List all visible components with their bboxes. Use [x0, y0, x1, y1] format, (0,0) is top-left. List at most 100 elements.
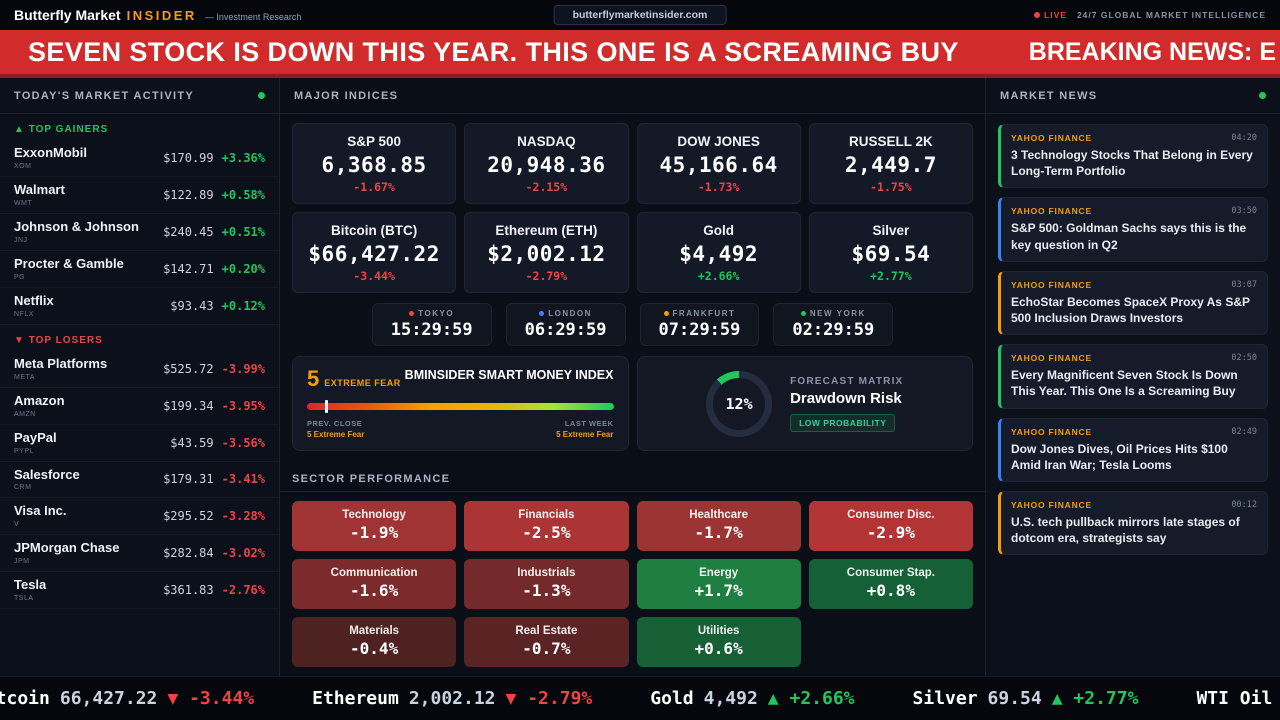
index-change: -2.15%: [525, 180, 568, 194]
index-change: +2.66%: [697, 269, 740, 283]
stock-name: ExxonMobil: [14, 145, 87, 160]
clock-time: 07:29:59: [658, 320, 741, 340]
sector-name: Real Estate: [515, 625, 578, 637]
clock-city: NEW YORK: [809, 309, 866, 318]
ticker-asset-value: 4,492: [703, 688, 758, 709]
ticker-track: Bitcoin 66,427.22 ▼ -3.44% Ethereum 2,00…: [0, 688, 1280, 709]
stock-row[interactable]: JPMorgan Chase JPM $282.84 -3.02%: [0, 535, 279, 573]
sector-tile: Energy +1.7%: [636, 559, 801, 609]
smart-money-index-title: BMINSIDER SMART MONEY INDEX: [404, 368, 614, 382]
drawdown-risk-donut: 12%: [706, 370, 773, 437]
ticker-asset-name: Bitcoin: [0, 688, 50, 709]
news-time: 02:50: [1231, 353, 1257, 364]
clock-city: FRANKFURT: [672, 309, 736, 318]
city-dot-icon: [539, 311, 545, 316]
sector-tile: Real Estate -0.7%: [464, 617, 629, 667]
arrow-icon: ▼: [167, 688, 179, 709]
stock-row[interactable]: Procter & Gamble PG $142.71 +0.20%: [0, 251, 279, 288]
sector-change: +1.7%: [694, 581, 743, 600]
index-value: 45,166.64: [659, 153, 778, 177]
ticker-asset-value: 2,002.12: [408, 688, 496, 709]
ticker-asset-name: Ethereum: [312, 688, 399, 709]
stock-price: $199.34: [163, 398, 214, 413]
sector-name: Financials: [518, 509, 575, 521]
price-ticker-bar: Bitcoin 66,427.22 ▼ -3.44% Ethereum 2,00…: [0, 676, 1280, 720]
top-bar: Butterfly Market INSIDER — Investment Re…: [0, 0, 1280, 30]
forecast-matrix-panel: 12% FORECAST MATRIX Drawdown Risk LOW PR…: [636, 356, 973, 451]
world-clock: FRANKFURT 07:29:59: [639, 303, 760, 346]
news-source: YAHOO FINANCE: [1011, 353, 1092, 364]
index-card: Bitcoin (BTC) $66,427.22 -3.44%: [292, 212, 457, 293]
probability-badge: LOW PROBABILITY: [790, 413, 896, 432]
ticker-asset-change: ▲ +2.66%: [768, 688, 855, 709]
news-source: YAHOO FINANCE: [1011, 133, 1092, 143]
stock-name: Netflix: [14, 292, 54, 308]
news-time: 00:12: [1231, 499, 1257, 510]
index-name: Bitcoin (BTC): [331, 223, 418, 238]
arrow-icon: ▲: [767, 688, 779, 709]
sector-change: -1.3%: [522, 581, 571, 600]
stock-row[interactable]: Salesforce CRM $179.31 -3.41%: [0, 462, 279, 499]
last-week-value: 5 Extreme Fear: [556, 430, 614, 439]
index-name: RUSSELL 2K: [848, 134, 933, 149]
stock-row[interactable]: ExxonMobil XOM $170.99 +3.36%: [0, 140, 279, 177]
live-indicator: LIVE: [1034, 10, 1067, 20]
live-label: LIVE: [1044, 10, 1067, 20]
index-change: +2.77%: [870, 269, 912, 283]
stock-row[interactable]: Netflix NFLX $93.43 +0.12%: [0, 288, 279, 325]
stock-price: $240.45: [163, 224, 214, 239]
stock-price: $525.72: [163, 361, 214, 376]
world-clock: NEW YORK 02:29:59: [773, 303, 894, 346]
ticker-item: Gold 4,492 ▲ +2.66%: [650, 688, 854, 709]
stock-row[interactable]: Amazon AMZN $199.34 -3.95%: [0, 388, 279, 425]
stock-ticker: CRM: [14, 484, 32, 492]
site-url-button[interactable]: butterflymarketinsider.com: [553, 5, 727, 25]
stock-ticker: NFLX: [14, 310, 34, 318]
ticker-item: WTI Oil 99.64 ▲ +5.46%: [1196, 688, 1280, 709]
index-name: Ethereum (ETH): [495, 223, 598, 238]
sector-tile: Industrials -1.3%: [464, 559, 629, 609]
news-item[interactable]: YAHOO FINANCE 03:07 EchoStar Becomes Spac…: [998, 270, 1268, 336]
sector-tile: Utilities +0.6%: [636, 617, 801, 667]
news-source: YAHOO FINANCE: [1011, 206, 1092, 217]
stock-price: $179.31: [163, 472, 214, 487]
world-clock: TOKYO 15:29:59: [371, 303, 492, 346]
stock-row[interactable]: Tesla TSLA $361.83 -2.76%: [0, 572, 279, 610]
sector-change: +0.6%: [694, 639, 743, 658]
indices-grid: S&P 500 6,368.85 -1.67% NASDAQ 20,948.36…: [292, 123, 973, 293]
index-value: 2,449.7: [844, 153, 937, 177]
top-gainers-label: TOP GAINERS: [28, 124, 109, 135]
index-change: -3.44%: [353, 269, 395, 283]
live-subtitle: 24/7 GLOBAL MARKET INTELLIGENCE: [1076, 10, 1266, 20]
forecast-matrix-title: FORECAST MATRIX: [790, 375, 904, 387]
stock-name: Meta Platforms: [14, 355, 108, 371]
sector-tile: Healthcare -1.7%: [636, 501, 801, 551]
news-item[interactable]: YAHOO FINANCE 02:50 Every Magnificent Sev…: [998, 344, 1268, 409]
stock-row[interactable]: Johnson & Johnson JNJ $240.45 +0.51%: [0, 214, 279, 251]
news-item[interactable]: YAHOO FINANCE 03:50 S&P 500: Goldman Sach…: [998, 197, 1268, 262]
drawdown-risk-percent: 12%: [725, 394, 753, 413]
index-card: DOW JONES 45,166.64 -1.73%: [636, 123, 801, 204]
stock-name: PayPal: [14, 429, 57, 445]
news-time: 03:07: [1231, 279, 1257, 290]
news-headline: Dow Jones Dives, Oil Prices Hits $100 Am…: [1011, 441, 1228, 472]
stock-price: $295.52: [163, 509, 214, 524]
stock-row[interactable]: Visa Inc. V $295.52 -3.28%: [0, 498, 279, 536]
fear-label: EXTREME FEAR: [324, 378, 401, 388]
ticker-item: Bitcoin 66,427.22 ▼ -3.44%: [0, 688, 254, 709]
stock-row[interactable]: Meta Platforms META $525.72 -3.99%: [0, 351, 279, 388]
news-item[interactable]: YAHOO FINANCE 00:12 U.S. tech pullback mi…: [998, 490, 1268, 556]
stock-row[interactable]: PayPal PYPL $43.59 -3.56%: [0, 425, 279, 462]
last-week-label: LAST WEEK: [564, 419, 614, 428]
sector-name: Technology: [342, 509, 406, 521]
sector-name: Consumer Stap.: [846, 567, 935, 579]
news-item[interactable]: YAHOO FINANCE 04:20 3 Technology Stocks T…: [998, 124, 1268, 189]
news-item[interactable]: YAHOO FINANCE 02:49 Dow Jones Dives, Oil …: [998, 417, 1268, 482]
clock-time: 06:29:59: [524, 320, 607, 340]
stock-change: -3.56%: [221, 435, 265, 450]
stock-row[interactable]: Walmart WMT $122.89 +0.58%: [0, 177, 279, 214]
status-dot-icon: [258, 92, 265, 99]
dashboard-body: TODAY'S MARKET ACTIVITY ▲ TOP GAINERS Ex…: [0, 78, 1280, 676]
top-gainers-heading: ▲ TOP GAINERS: [0, 114, 279, 140]
down-triangle-icon: ▼: [14, 334, 25, 346]
